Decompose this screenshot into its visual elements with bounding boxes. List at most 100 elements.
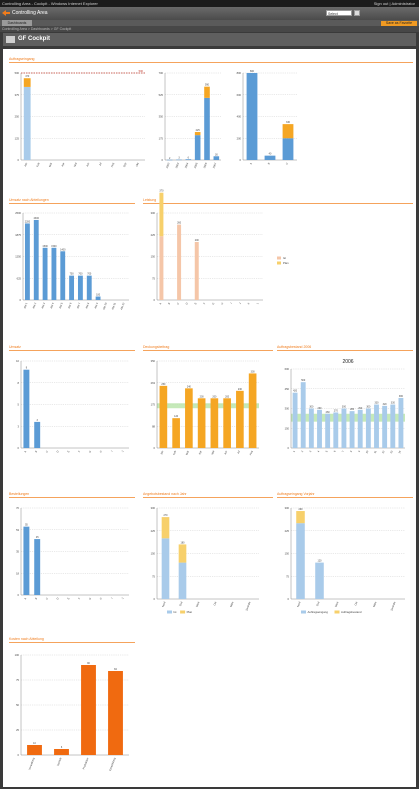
save-favorite-button[interactable]: Save as Favorite	[381, 21, 417, 26]
legend-label: Ist	[174, 610, 177, 614]
y-tick-label: 8	[18, 381, 20, 385]
section-title-deckungsbeitrag: Deckungsbeitrag	[143, 345, 170, 349]
x-tick-label: 2005	[193, 161, 199, 168]
data-label: 2200	[25, 220, 31, 223]
x-tick-label: J	[120, 596, 124, 599]
y-tick-label: 300	[151, 211, 156, 215]
section-rule	[9, 642, 135, 643]
bar	[382, 405, 388, 448]
bar	[23, 78, 31, 87]
section-rule	[143, 350, 273, 351]
bar	[161, 538, 170, 599]
data-label: 500	[301, 379, 306, 382]
section-rule	[277, 497, 413, 498]
x-tick-label: 2004	[184, 161, 190, 168]
x-tick-label: B	[267, 162, 271, 165]
data-label: 590	[205, 84, 210, 87]
x-tick-label: H	[220, 302, 224, 305]
data-label: 280	[350, 408, 355, 411]
section-title-auftragseingang-vorjahr: Auftragseingang Vorjahr	[277, 492, 315, 496]
section-title-umsatz: Umsatz	[9, 345, 21, 349]
x-tick-label: 9	[357, 449, 361, 452]
breadcrumb-text[interactable]: Controlling Area > Dashboards > GF Cockp…	[2, 27, 72, 31]
breadcrumb: Controlling Area > Dashboards > GF Cockp…	[0, 26, 419, 32]
bar	[204, 97, 210, 160]
x-tick-label: Aug	[110, 161, 116, 167]
x-tick-label: Abt 10	[102, 301, 109, 310]
x-tick-label: West	[334, 601, 340, 608]
bar	[86, 275, 92, 300]
x-tick-label: D	[184, 302, 188, 305]
data-label: 2300	[34, 217, 40, 220]
x-tick-label: Mär	[48, 162, 53, 168]
bar	[333, 412, 339, 448]
y-tick-label: 0	[18, 753, 20, 757]
section-title-leistung: Leistung	[143, 198, 157, 202]
bar	[246, 73, 258, 160]
y-tick-label: 175	[159, 136, 164, 140]
x-tick-label: Abt 6	[67, 301, 73, 309]
section-rule	[277, 350, 413, 351]
x-tick-label: Mär	[185, 450, 190, 456]
data-label: 260	[177, 222, 182, 225]
y-tick-label: 600	[285, 367, 290, 371]
app-name: Controlling Area	[12, 10, 48, 16]
data-label: 1400	[60, 248, 66, 251]
chart-umsatz: 0 3 5 8 10 9 A 3 B C D E F G H I J	[16, 359, 129, 453]
app-header: Controlling Area Select Controlling	[0, 7, 419, 24]
data-label: 700	[78, 273, 83, 276]
section-title-kosten: Kosten nach Abteilung	[9, 637, 44, 641]
y-tick-label: 300	[151, 506, 156, 510]
window-title: Controlling Area - Cockpit - Windows Int…	[2, 1, 98, 6]
x-tick-label: Feb	[35, 161, 40, 167]
bar	[81, 665, 96, 755]
section-rule	[9, 203, 135, 204]
y-tick-label: 0	[18, 446, 20, 450]
y-tick-label: 225	[151, 233, 156, 237]
x-tick-label: L	[255, 301, 259, 304]
x-tick-label: B	[34, 597, 38, 600]
chart-title: 2006	[342, 359, 353, 365]
sign-out-link[interactable]: Sign out | Administrator	[373, 1, 415, 6]
x-tick-label: Zentrale	[244, 600, 251, 611]
bar	[317, 409, 322, 448]
y-tick-label: 5	[18, 403, 20, 407]
chart-deckungsbeitrag: 0 88 175 263 350 250 Jan 120 Feb 240 Mär 200 Apr 200 M…	[151, 359, 259, 456]
x-tick-label: Apr	[197, 450, 202, 455]
chart-kosten-abteilung: 0 25 50 75 100 10 Verwaltung 6 Vertrieb 90 Produkt…	[15, 653, 129, 771]
bar	[325, 413, 331, 448]
bar	[161, 517, 170, 539]
x-tick-label: Abt 3	[40, 301, 46, 309]
x-tick-label: 14	[397, 449, 402, 454]
y-tick-label: 525	[159, 93, 164, 97]
bar	[315, 562, 324, 599]
section-title-auftragsbestand: Auftragsbestand 2006	[277, 345, 312, 349]
data-label: 320	[383, 403, 388, 406]
y-tick-label: 150	[151, 552, 156, 556]
bar	[60, 251, 66, 300]
bar	[185, 388, 193, 448]
page-header: GF Cockpit	[3, 33, 416, 46]
x-tick-label: F	[77, 597, 81, 600]
y-tick-label: 263	[151, 381, 156, 385]
controlling-area-select[interactable]: Select Controlling	[326, 10, 352, 22]
y-tick-label: 500	[15, 71, 20, 75]
x-tick-label: I	[110, 450, 114, 452]
y-tick-label: 0	[154, 597, 156, 601]
y-tick-label: 1250	[15, 255, 21, 259]
reference-label: 500	[139, 69, 144, 73]
data-label: 300	[309, 406, 314, 409]
x-tick-label: D	[55, 450, 59, 453]
y-tick-label: 625	[17, 276, 22, 280]
tab-dashboards[interactable]: Dashboards	[2, 20, 32, 26]
data-label: 200	[225, 395, 230, 398]
y-tick-label: 200	[237, 136, 242, 140]
x-tick-label: Mitte	[229, 600, 235, 607]
y-tick-label: 800	[237, 71, 242, 75]
y-tick-label: 150	[151, 255, 156, 259]
search-button[interactable]	[354, 10, 360, 24]
bar	[33, 219, 39, 300]
data-label: 300	[366, 406, 371, 409]
data-label: 230	[238, 388, 243, 391]
